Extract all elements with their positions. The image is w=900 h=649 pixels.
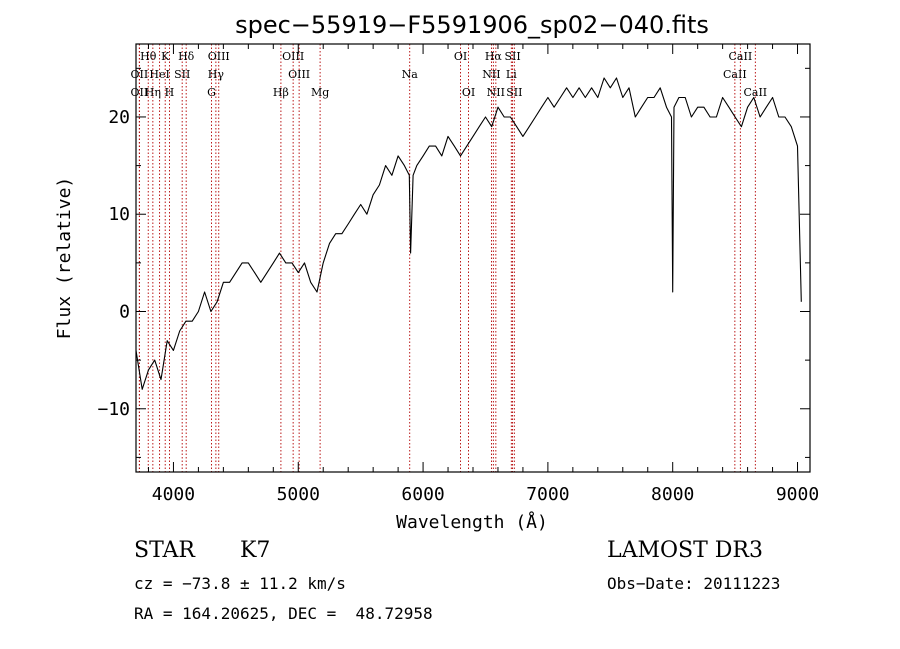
line-label-7: SII: [504, 50, 520, 63]
axis-ticks: 4000 5000 6000 7000 8000 9000 −10 0 10 20: [97, 44, 819, 505]
line-label-11: SII: [174, 68, 190, 81]
line-label-6: Hα: [485, 50, 503, 63]
y-tick-label-20: 20: [108, 107, 130, 128]
line-label-16: Li: [506, 68, 517, 81]
object-class: STAR: [134, 538, 195, 563]
line-label-13: OIII: [288, 68, 310, 81]
y-axis-label: Flux (relative): [54, 177, 75, 340]
line-label-2: Hδ: [178, 50, 195, 63]
observation-date: Obs−Date: 20111223: [607, 574, 781, 593]
x-tick-label-6000: 6000: [401, 484, 444, 505]
line-label-26: SII: [506, 86, 522, 99]
line-label-8: CaII: [729, 50, 753, 63]
line-label-23: Mg: [311, 86, 329, 99]
line-label-22: Hβ: [273, 86, 289, 99]
plot-frame: [135, 43, 811, 473]
object-subclass: K7: [240, 538, 271, 563]
x-tick-label-4000: 4000: [152, 484, 195, 505]
coordinates-readout: RA = 164.20625, DEC = 48.72958: [134, 604, 433, 623]
x-tick-label-8000: 8000: [651, 484, 694, 505]
line-label-15: NII: [482, 68, 500, 81]
survey-name: LAMOST DR3: [607, 538, 763, 563]
line-label-18: OII: [131, 86, 149, 99]
y-tick-label--10: −10: [97, 399, 130, 420]
line-label-9: OII: [131, 68, 149, 81]
line-label-17: CaII: [723, 68, 747, 81]
x-tick-label-7000: 7000: [526, 484, 569, 505]
x-tick-label-9000: 9000: [776, 484, 819, 505]
emission-line-markers: [138, 44, 756, 472]
line-label-1: K: [161, 50, 170, 63]
x-axis-label: Wavelength (Å): [396, 511, 548, 533]
y-tick-label-0: 0: [119, 302, 130, 323]
line-label-25: NII: [487, 86, 505, 99]
line-label-27: CaII: [743, 86, 767, 99]
y-tick-label-10: 10: [108, 204, 130, 225]
line-label-3: OIII: [208, 50, 230, 63]
line-label-5: OI: [454, 50, 467, 63]
line-label-0: Hθ: [140, 50, 157, 63]
line-label-10: HeI: [149, 68, 169, 81]
line-label-12: Hγ: [208, 68, 225, 81]
line-label-20: H: [165, 86, 175, 99]
line-label-21: G: [207, 86, 216, 99]
line-label-19: Hη: [145, 86, 161, 99]
line-label-4: OIII: [282, 50, 304, 63]
x-tick-label-5000: 5000: [277, 484, 320, 505]
line-label-24: OI: [462, 86, 475, 99]
redshift-readout: cz = −73.8 ± 11.2 km/s: [134, 574, 346, 593]
line-label-14: Na: [402, 68, 419, 81]
flux-series-line: [135, 77, 802, 390]
chart-title: spec−55919−F5591906_sp02−040.fits: [235, 11, 709, 39]
